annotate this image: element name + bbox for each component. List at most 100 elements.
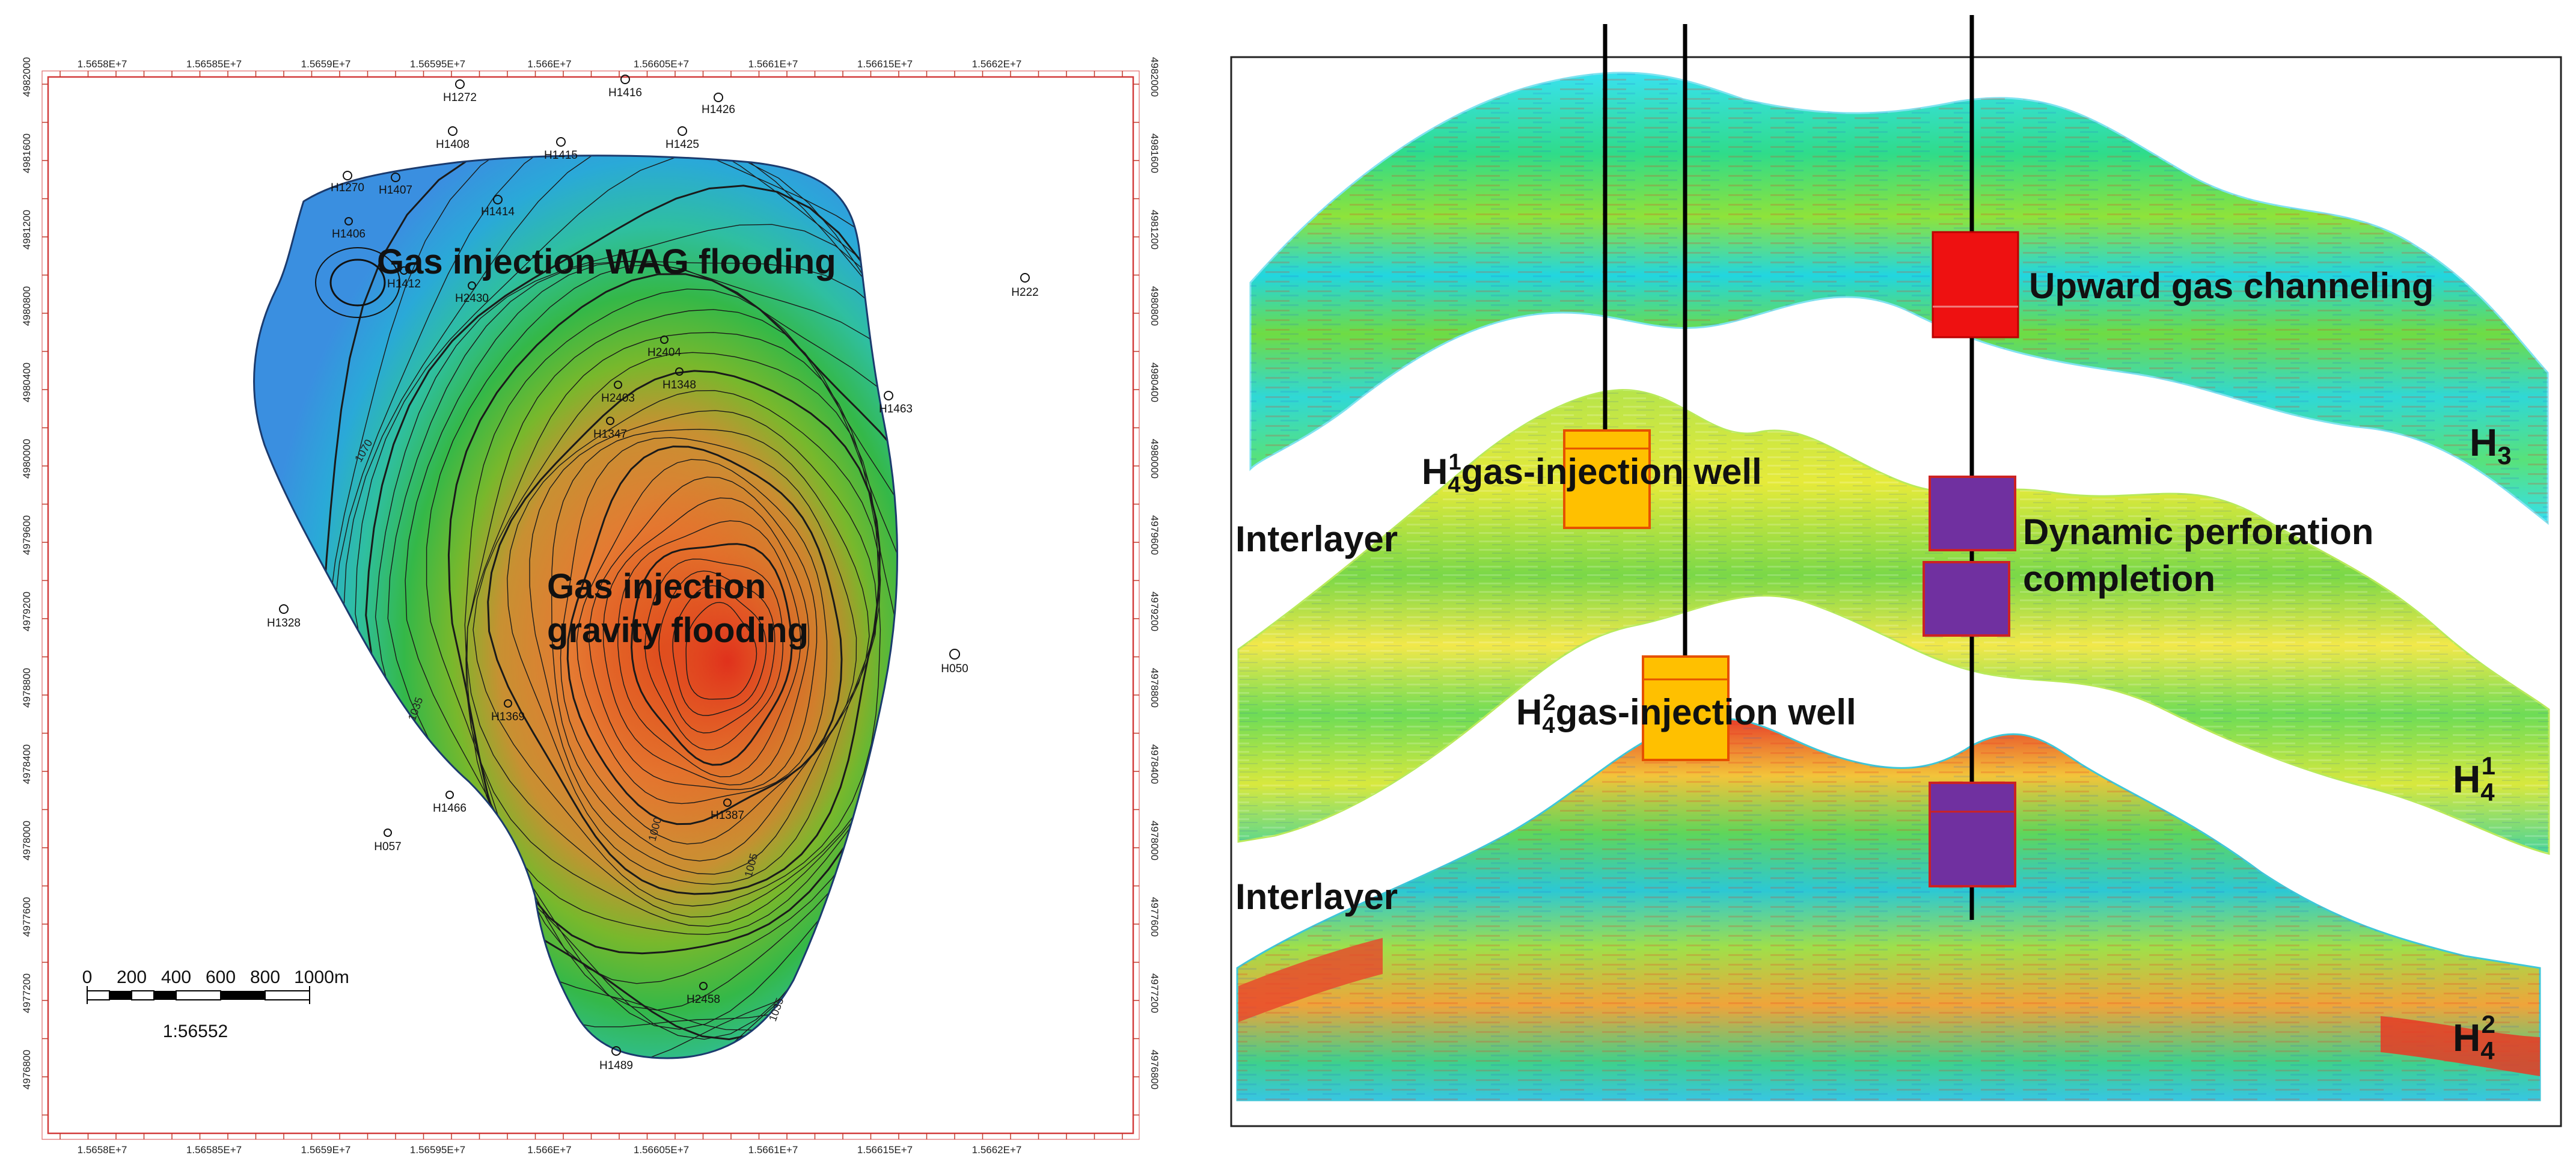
scale-tick-label: 600: [206, 967, 236, 987]
y-tick-left: 4979600: [21, 515, 32, 555]
y-tick-right: 4982000: [1149, 57, 1160, 97]
label-interlayer-1: Interlayer: [1235, 519, 1398, 559]
y-tick-right: 4978800: [1149, 668, 1160, 708]
wells: H1272 H1416 H1426 H1408 H1415 H1425 H127…: [267, 75, 1039, 1072]
y-tick-right: 4976800: [1149, 1050, 1160, 1089]
y-axis-left: 4982000 4981600 4981200 4980800 4980400 …: [21, 57, 32, 1089]
scale-ratio: 1:56552: [163, 1022, 228, 1041]
contour-line: [589, 476, 818, 791]
label-gravity-flooding-1: Gas injection: [547, 567, 766, 606]
well-marker: H1406: [332, 217, 366, 240]
well-label: H2430: [455, 292, 489, 305]
well-marker: H2404: [647, 335, 681, 359]
y-tick-left: 4978000: [21, 821, 32, 860]
well-marker: H1414: [481, 195, 515, 218]
well-symbol-icon: [614, 381, 622, 389]
well-marker: H1466: [433, 791, 467, 815]
y-tick-right: 4981600: [1149, 133, 1160, 173]
h4-2-injection-box: [1642, 655, 1730, 761]
layer-label-h4-2: H42: [2453, 1010, 2495, 1065]
well-marker: H1348: [662, 367, 696, 391]
layer-h4-2-sub: 4: [2480, 1037, 2495, 1065]
contour-line: [529, 410, 878, 875]
label-h4-1-injection-well: H41gas-injection well: [1422, 450, 1762, 498]
y-tick-right: 4980000: [1149, 439, 1160, 479]
scale-segment: [87, 990, 110, 1000]
well-label: H1406: [332, 228, 366, 240]
well-label: H222: [1011, 286, 1038, 299]
x-tick-bottom: 1.5661E+7: [748, 1144, 798, 1156]
contour-line: [617, 520, 801, 777]
well-symbol-icon: [723, 798, 732, 807]
y-tick-left: 4980000: [21, 439, 32, 479]
well-symbol-icon: [448, 126, 457, 136]
layer-h4-1-sup: 1: [2482, 752, 2495, 780]
left-map: 1.5658E+7 1.56585E+7 1.5659E+7 1.56595E+…: [21, 57, 1160, 1156]
well-marker: H1272: [443, 79, 477, 104]
well-symbol-icon: [493, 195, 503, 204]
well-marker: H1407: [379, 173, 412, 197]
y-tick-left: 4979200: [21, 592, 32, 631]
well-label: H057: [374, 841, 401, 853]
well-symbol-icon: [678, 126, 687, 136]
scale-segment: [176, 990, 221, 1000]
y-tick-right: 4979600: [1149, 515, 1160, 555]
well-label: H1414: [481, 206, 515, 218]
scale-segment: [109, 991, 132, 1000]
well-symbol-icon: [699, 982, 708, 990]
well-symbol-icon: [455, 79, 465, 89]
h4-1-injection-box: [1563, 429, 1651, 529]
layer-h4-1-base: H: [2453, 758, 2480, 801]
y-tick-right: 4981200: [1149, 210, 1160, 250]
layer-label-h4-1: H41: [2453, 752, 2495, 806]
label-h4-1-sub: 4: [1448, 473, 1460, 498]
contour-line: [387, 260, 898, 1030]
scale-tick-label: 200: [117, 967, 147, 987]
x-tick-bottom: 1.56595E+7: [410, 1144, 465, 1156]
y-tick-right: 4980400: [1149, 363, 1160, 402]
x-tick-top: 1.5658E+7: [78, 58, 127, 70]
well-symbol-icon: [504, 699, 512, 708]
well-label: H1348: [662, 379, 696, 391]
x-tick-top: 1.5662E+7: [972, 58, 1022, 70]
y-tick-right: 4977200: [1149, 973, 1160, 1013]
well-label: H1463: [879, 403, 913, 415]
scale-segment: [221, 991, 265, 1000]
well-label: H1415: [544, 149, 578, 162]
scale-segment: [265, 990, 310, 1000]
well-symbol-icon: [556, 137, 566, 147]
well-marker: H1416: [608, 75, 642, 99]
layer-h4-2-texture: [1237, 718, 2540, 1100]
well-marker: H050: [941, 649, 968, 675]
well-label: H1425: [665, 138, 699, 151]
well-symbol-icon: [468, 281, 476, 290]
x-axis-bottom: 1.5658E+7 1.56585E+7 1.5659E+7 1.56595E+…: [78, 1144, 1022, 1156]
perforation-box: [1929, 782, 2016, 887]
label-dynamic-perforation-1: Dynamic perforation: [2023, 512, 2373, 552]
well-symbol-icon: [1020, 273, 1030, 283]
well-marker: H1328: [267, 604, 301, 629]
contour-line: [566, 446, 843, 825]
well-label: H2458: [687, 993, 720, 1006]
contour-line: [426, 264, 898, 984]
x-tick-bottom: 1.56615E+7: [857, 1144, 913, 1156]
well-label: H1270: [331, 182, 364, 194]
well-symbol-icon: [384, 829, 392, 837]
perforation-box: [1923, 561, 2010, 637]
well-symbol-icon: [884, 391, 893, 400]
well-symbol-icon: [606, 417, 614, 425]
x-tick-bottom: 1.566E+7: [527, 1144, 571, 1156]
channeling-box: [1932, 231, 2019, 338]
contour-line: [602, 497, 810, 786]
contour-line: [658, 570, 776, 734]
well-label: H1369: [491, 711, 525, 723]
perforation-box: [1929, 476, 2016, 551]
contour-line: [465, 309, 898, 927]
well-marker: H1425: [665, 126, 699, 151]
well-label: H1407: [379, 184, 412, 197]
well-label: H2404: [647, 346, 681, 359]
hot-zone: [571, 469, 884, 854]
well-label: H050: [941, 663, 968, 675]
y-tick-right: 4980800: [1149, 286, 1160, 326]
